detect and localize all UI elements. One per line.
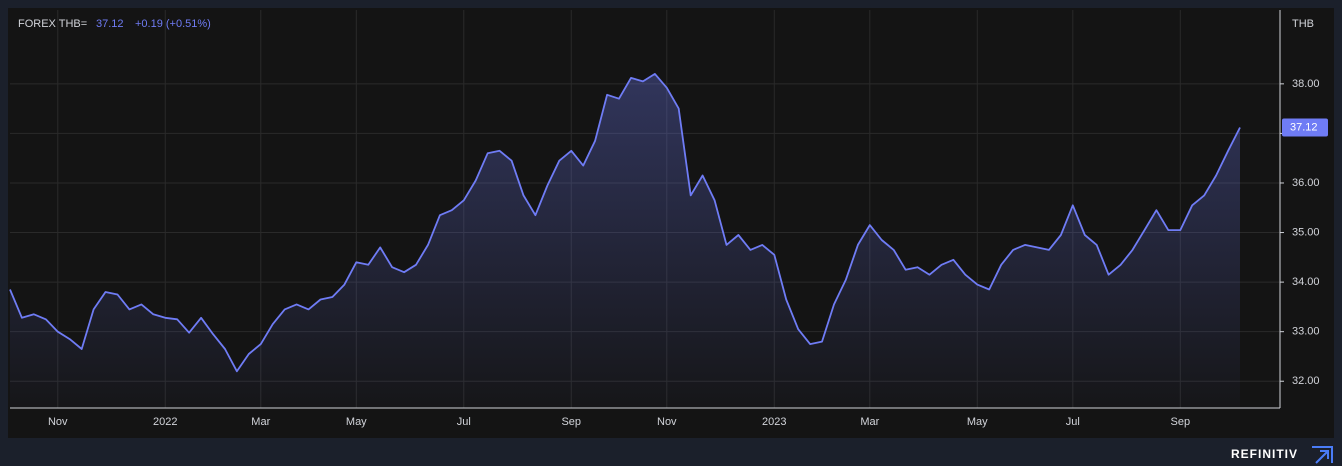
y-tick-label: 34.00: [1292, 276, 1320, 288]
brand-logo: [1312, 446, 1333, 464]
x-tick-label: Mar: [860, 416, 879, 428]
y-tick-label: 35.00: [1292, 226, 1320, 238]
price-tag: 37.12: [1290, 121, 1318, 133]
y-axis-label: THB: [1292, 18, 1314, 30]
x-tick-label: Nov: [657, 416, 677, 428]
brand: REFINITIV: [1231, 447, 1298, 461]
x-tick-label: May: [967, 416, 988, 428]
last-price: 37.12: [96, 18, 124, 30]
x-tick-label: Nov: [48, 416, 68, 428]
x-tick-label: Mar: [251, 416, 270, 428]
x-tick-label: Jul: [457, 416, 471, 428]
x-tick-label: Sep: [1171, 416, 1191, 428]
price-tag-bg: [1282, 118, 1328, 137]
y-tick-label: 36.00: [1292, 177, 1320, 189]
x-tick-label: Jul: [1066, 416, 1080, 428]
x-tick-label: 2023: [762, 416, 786, 428]
x-tick-label: May: [346, 416, 367, 428]
y-tick-label: 38.00: [1292, 78, 1320, 90]
plot: [9, 73, 1241, 409]
price-change: +0.19 (+0.51%): [135, 18, 211, 30]
area-fill: [10, 73, 1240, 409]
line: [9, 73, 1241, 373]
y-tick-label: 33.00: [1292, 326, 1320, 338]
x-tick-label: 2022: [153, 416, 177, 428]
chart-title: FOREX THB=: [18, 18, 87, 30]
y-tick-label: 32.00: [1292, 375, 1320, 387]
x-tick-label: Sep: [561, 416, 581, 428]
